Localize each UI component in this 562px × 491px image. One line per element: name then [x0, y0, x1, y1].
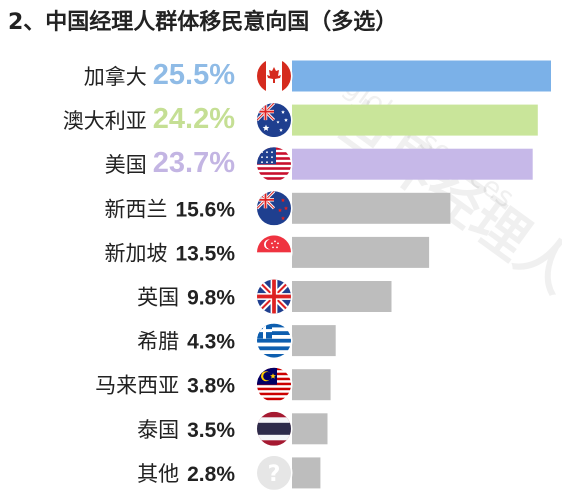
value-label: 13.5% [175, 242, 235, 265]
bar [292, 236, 430, 268]
category-name: 加拿大 [84, 65, 147, 89]
usa-flag-icon [255, 145, 293, 183]
value-label: 2.8% [187, 463, 235, 486]
bar [292, 457, 321, 489]
category-name: 希腊 [137, 330, 179, 354]
category-label: 新加坡 13.5% [104, 241, 235, 265]
category-name: 英国 [137, 286, 179, 310]
category-label: 其他 2.8% [137, 462, 235, 486]
category-name: 澳大利亚 [63, 109, 147, 133]
question-mark-icon: ? [255, 454, 293, 491]
value-label: 3.8% [187, 375, 235, 398]
value-label: 9.8% [187, 287, 235, 310]
value-label: 25.5% [153, 59, 235, 91]
category-label: 英国 9.8% [137, 286, 235, 310]
value-label: 24.2% [153, 103, 235, 135]
new-zealand-flag-icon [255, 189, 293, 227]
category-name: 美国 [105, 153, 147, 177]
greece-flag-icon [255, 322, 293, 360]
category-name: 泰国 [137, 418, 179, 442]
category-name: 其他 [137, 462, 179, 486]
category-label: 美国 23.7% [105, 147, 235, 179]
category-label: 希腊 4.3% [137, 330, 235, 354]
category-label: 澳大利亚 24.2% [63, 103, 235, 135]
category-label: 泰国 3.5% [137, 418, 235, 442]
value-label: 4.3% [187, 331, 235, 354]
svg-text:?: ? [268, 462, 281, 487]
bar [292, 104, 538, 136]
malaysia-flag-icon [255, 366, 293, 404]
canada-flag-icon [255, 57, 293, 95]
bar [292, 325, 336, 357]
bar [292, 281, 392, 312]
thailand-flag-icon [255, 410, 293, 448]
value-label: 15.6% [175, 198, 235, 221]
chart-title: 2、中国经理人群体移民意向国（多选） [8, 10, 398, 35]
flags-group: ? [255, 57, 293, 491]
value-label: 23.7% [153, 147, 235, 179]
labels-group: 加拿大 25.5%澳大利亚 24.2%美国 23.7%新西兰 15.6%新加坡 13.5%… [63, 59, 236, 486]
bar [292, 369, 331, 401]
watermark: global sources世界经理人 [322, 69, 562, 306]
category-label: 新西兰 15.6% [104, 197, 235, 221]
bars-group [292, 60, 551, 489]
category-name: 新加坡 [104, 241, 167, 265]
bar [292, 192, 451, 224]
category-name: 新西兰 [104, 197, 167, 221]
category-label: 马来西亚 3.8% [95, 374, 235, 398]
value-label: 3.5% [187, 419, 235, 442]
uk-flag-icon [255, 278, 293, 315]
australia-flag-icon [255, 101, 293, 139]
bar [292, 60, 551, 92]
category-name: 马来西亚 [95, 374, 179, 398]
singapore-flag-icon [255, 233, 293, 271]
bar [292, 413, 328, 445]
bar [292, 148, 533, 180]
category-label: 加拿大 25.5% [84, 59, 235, 91]
